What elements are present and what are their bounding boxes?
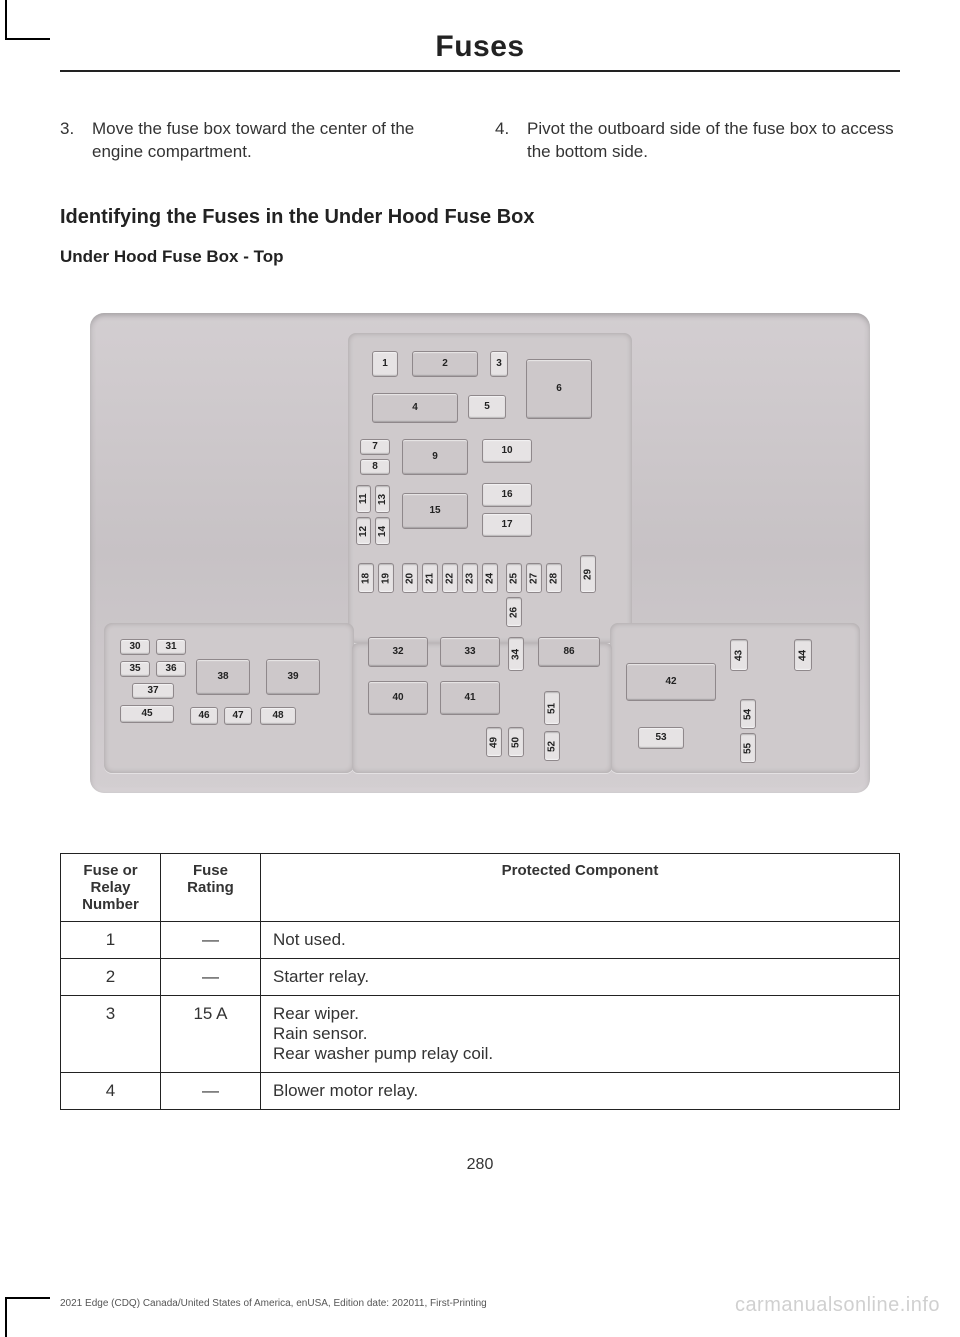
fuse-39: 39 [266, 659, 320, 695]
fuse-41: 41 [440, 681, 500, 715]
fuse-17: 17 [482, 513, 532, 537]
heading-identifying: Identifying the Fuses in the Under Hood … [60, 206, 900, 229]
step-4: 4. Pivot the outboard side of the fuse b… [495, 118, 900, 164]
fuse-32: 32 [368, 637, 428, 667]
fuse-box-diagram: 1 2 3 4 5 6 7 8 9 10 11 12 13 14 15 16 1… [90, 313, 870, 793]
col-fuse-number: Fuse or Relay Number [61, 853, 161, 921]
heading-under-hood-top: Under Hood Fuse Box - Top [60, 247, 900, 267]
cell-rating: — [161, 921, 261, 958]
page-title: Fuses [60, 30, 900, 64]
fuse-10: 10 [482, 439, 532, 463]
title-rule [60, 70, 900, 72]
fuse-53: 53 [638, 727, 684, 749]
fuse-44: 44 [794, 639, 812, 671]
footer-text: 2021 Edge (CDQ) Canada/United States of … [60, 1298, 487, 1309]
cell-component: Not used. [261, 921, 900, 958]
col-fuse-rating: Fuse Rating [161, 853, 261, 921]
step-text: Move the fuse box toward the center of t… [92, 118, 465, 164]
fuse-22: 22 [442, 563, 458, 593]
fuse-24: 24 [482, 563, 498, 593]
cell-num: 3 [61, 995, 161, 1072]
fuse-15: 15 [402, 493, 468, 529]
column-right: 4. Pivot the outboard side of the fuse b… [495, 118, 900, 164]
fuse-30: 30 [120, 639, 150, 655]
fuse-31: 31 [156, 639, 186, 655]
crop-mark-tl [5, 0, 50, 40]
fuse-42: 42 [626, 663, 716, 701]
fuse-9: 9 [402, 439, 468, 475]
fuse-37: 37 [132, 683, 174, 699]
fuse-7: 7 [360, 439, 390, 455]
fuse-21: 21 [422, 563, 438, 593]
cell-component: Starter relay. [261, 958, 900, 995]
step-number: 3. [60, 118, 80, 164]
fuse-6: 6 [526, 359, 592, 419]
step-3: 3. Move the fuse box toward the center o… [60, 118, 465, 164]
column-left: 3. Move the fuse box toward the center o… [60, 118, 465, 164]
table-row: 3 15 A Rear wiper. Rain sensor. Rear was… [61, 995, 900, 1072]
cell-num: 4 [61, 1072, 161, 1109]
fuse-52: 52 [544, 731, 560, 761]
fuse-1: 1 [372, 351, 398, 377]
fuse-40: 40 [368, 681, 428, 715]
fuse-86: 86 [538, 637, 600, 667]
fuse-36: 36 [156, 661, 186, 677]
fuse-table: Fuse or Relay Number Fuse Rating Protect… [60, 853, 900, 1110]
col-protected-component: Protected Component [261, 853, 900, 921]
fuse-51: 51 [544, 691, 560, 725]
page-number: 280 [60, 1156, 900, 1174]
table-body: 1 — Not used. 2 — Starter relay. 3 15 A … [61, 921, 900, 1109]
fuse-25: 25 [506, 563, 522, 593]
fuse-54: 54 [740, 699, 756, 729]
fuse-55: 55 [740, 733, 756, 763]
fuse-29: 29 [580, 555, 596, 593]
fuse-28: 28 [546, 563, 562, 593]
fuse-3: 3 [490, 351, 508, 377]
cell-rating: 15 A [161, 995, 261, 1072]
fuse-13: 13 [375, 485, 390, 513]
fuse-4: 4 [372, 393, 458, 423]
fuse-19: 19 [378, 563, 394, 593]
cell-num: 2 [61, 958, 161, 995]
cell-num: 1 [61, 921, 161, 958]
page-content: Fuses 3. Move the fuse box toward the ce… [0, 0, 960, 1174]
step-text: Pivot the outboard side of the fuse box … [527, 118, 900, 164]
fuse-2: 2 [412, 351, 478, 377]
table-row: 1 — Not used. [61, 921, 900, 958]
fuse-34: 34 [508, 637, 524, 671]
cell-rating: — [161, 958, 261, 995]
fuse-12: 12 [356, 517, 371, 545]
table-header-row: Fuse or Relay Number Fuse Rating Protect… [61, 853, 900, 921]
fuse-26: 26 [506, 597, 522, 627]
fuse-46: 46 [190, 707, 218, 725]
fuse-diagram-wrap: 1 2 3 4 5 6 7 8 9 10 11 12 13 14 15 16 1… [60, 313, 900, 793]
fuse-8: 8 [360, 459, 390, 475]
fuse-20: 20 [402, 563, 418, 593]
fuse-43: 43 [730, 639, 748, 671]
cell-component: Blower motor relay. [261, 1072, 900, 1109]
fuse-16: 16 [482, 483, 532, 507]
fuse-48: 48 [260, 707, 296, 725]
fuse-50: 50 [508, 727, 524, 757]
fuse-47: 47 [224, 707, 252, 725]
fuse-5: 5 [468, 395, 506, 419]
fuse-45: 45 [120, 705, 174, 723]
fuse-18: 18 [358, 563, 374, 593]
crop-mark-bl [5, 1297, 50, 1337]
table-row: 2 — Starter relay. [61, 958, 900, 995]
table-row: 4 — Blower motor relay. [61, 1072, 900, 1109]
fuse-35: 35 [120, 661, 150, 677]
fuse-33: 33 [440, 637, 500, 667]
cell-rating: — [161, 1072, 261, 1109]
fuse-14: 14 [375, 517, 390, 545]
cell-component: Rear wiper. Rain sensor. Rear washer pum… [261, 995, 900, 1072]
step-number: 4. [495, 118, 515, 164]
fuse-11: 11 [356, 485, 371, 513]
fuse-23: 23 [462, 563, 478, 593]
fuse-27: 27 [526, 563, 542, 593]
step-columns: 3. Move the fuse box toward the center o… [60, 118, 900, 164]
fuse-49: 49 [486, 727, 502, 757]
watermark: carmanualsonline.info [735, 1294, 940, 1317]
fuse-38: 38 [196, 659, 250, 695]
